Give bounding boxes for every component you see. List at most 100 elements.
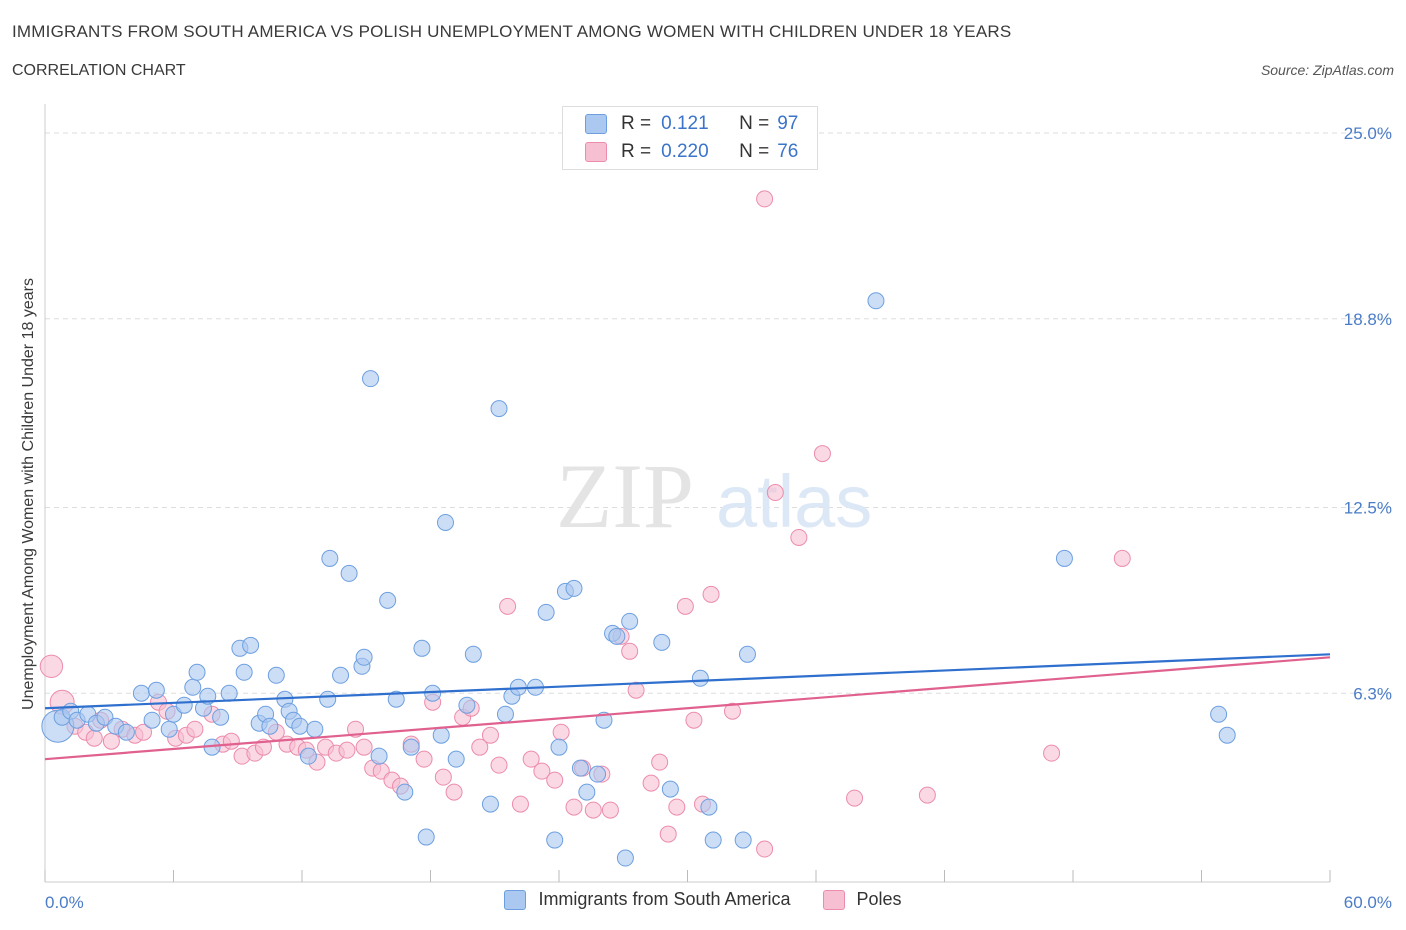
data-point [704, 831, 722, 849]
data-point [756, 190, 774, 208]
data-point [417, 828, 435, 846]
data-point [413, 639, 431, 657]
x-tick-labels: 0.0% 60.0% [45, 893, 1392, 912]
data-point [550, 738, 568, 756]
data-point [222, 732, 240, 750]
legend-n-value: 97 [777, 113, 799, 134]
series-legend: Immigrants from South America Poles [0, 889, 1406, 910]
data-point [321, 549, 339, 567]
gridlines [45, 132, 1395, 694]
data-point [627, 681, 645, 699]
data-point [653, 633, 671, 651]
data-point [464, 645, 482, 663]
data-point [668, 798, 686, 816]
watermark-atlas: atlas [716, 460, 872, 543]
legend-r-value: 0.121 [661, 113, 709, 134]
data-point [642, 774, 660, 792]
data-point [235, 663, 253, 681]
y-tick-label: 6.3% [1353, 684, 1392, 703]
data-point [447, 750, 465, 768]
data-point [143, 711, 161, 729]
data-point [499, 597, 517, 615]
data-point [160, 720, 178, 738]
legend-swatch-blue [585, 114, 607, 134]
data-point [184, 678, 202, 696]
data-point [434, 768, 452, 786]
data-point [458, 696, 476, 714]
legend-r-label: R = [621, 113, 652, 134]
data-point [379, 591, 397, 609]
data-point [39, 654, 64, 678]
data-point [813, 445, 831, 463]
data-point [332, 666, 350, 684]
data-point [571, 759, 589, 777]
legend-row-poles: R = 0.220 N = 76 [585, 140, 798, 164]
legend-label-poles: Poles [856, 889, 902, 909]
data-point [319, 690, 337, 708]
data-point [511, 795, 529, 813]
data-point [589, 765, 607, 783]
y-tick-label: 18.8% [1344, 310, 1392, 329]
data-point [552, 723, 570, 741]
data-point [659, 825, 677, 843]
data-point [691, 669, 709, 687]
data-point [436, 513, 454, 531]
legend-n-value: 76 [777, 141, 799, 162]
data-point [175, 696, 193, 714]
data-point [651, 753, 669, 771]
data-point [445, 783, 463, 801]
data-point [1113, 549, 1131, 567]
data-point [676, 597, 694, 615]
data-point [186, 720, 204, 738]
trend-lines [44, 653, 1331, 761]
data-point [387, 690, 405, 708]
data-point [402, 738, 420, 756]
trend-line-immigrants [44, 653, 1331, 710]
data-point [918, 786, 936, 804]
y-tick-label: 25.0% [1344, 124, 1392, 143]
data-point [867, 292, 885, 310]
x-tick-label: 60.0% [1344, 893, 1392, 912]
data-point [601, 801, 619, 819]
data-point [261, 717, 279, 735]
immigrants-points [41, 292, 1236, 867]
x-tick-label: 0.0% [45, 893, 84, 912]
trend-line-poles [44, 656, 1331, 761]
y-tick-label: 12.5% [1344, 499, 1392, 518]
data-point [565, 798, 583, 816]
legend-label-immigrants: Immigrants from South America [538, 889, 791, 909]
stats-legend: R = 0.121 N = 97 R = 0.220 N = 76 [562, 106, 818, 170]
legend-item-poles[interactable]: Poles [822, 889, 902, 910]
data-point [546, 831, 564, 849]
legend-swatch-poles [822, 889, 845, 910]
data-point [355, 738, 373, 756]
legend-r-label: R = [621, 141, 652, 162]
data-point [756, 840, 774, 858]
legend-n-label: N = [739, 141, 770, 162]
data-point [299, 747, 317, 765]
legend-item-immigrants[interactable]: Immigrants from South America [504, 889, 791, 910]
chart-subtitle: CORRELATION CHART [12, 62, 186, 79]
data-point [135, 723, 153, 741]
data-point [370, 747, 388, 765]
data-point [340, 564, 358, 582]
data-point [700, 798, 718, 816]
legend-swatch-immigrants [504, 889, 527, 910]
data-point [415, 750, 433, 768]
data-point [362, 370, 380, 388]
data-point [471, 738, 489, 756]
data-point [338, 741, 356, 759]
data-point [490, 400, 508, 418]
data-point [432, 726, 450, 744]
data-point [533, 762, 551, 780]
data-point [616, 849, 634, 867]
data-point [734, 831, 752, 849]
data-point [702, 585, 720, 603]
data-point [267, 666, 285, 684]
data-point [1043, 744, 1061, 762]
source-credit: Source: ZipAtlas.com [1260, 62, 1394, 78]
watermark-zip: ZIP [556, 445, 694, 547]
data-point [291, 717, 309, 735]
data-point [242, 636, 260, 654]
